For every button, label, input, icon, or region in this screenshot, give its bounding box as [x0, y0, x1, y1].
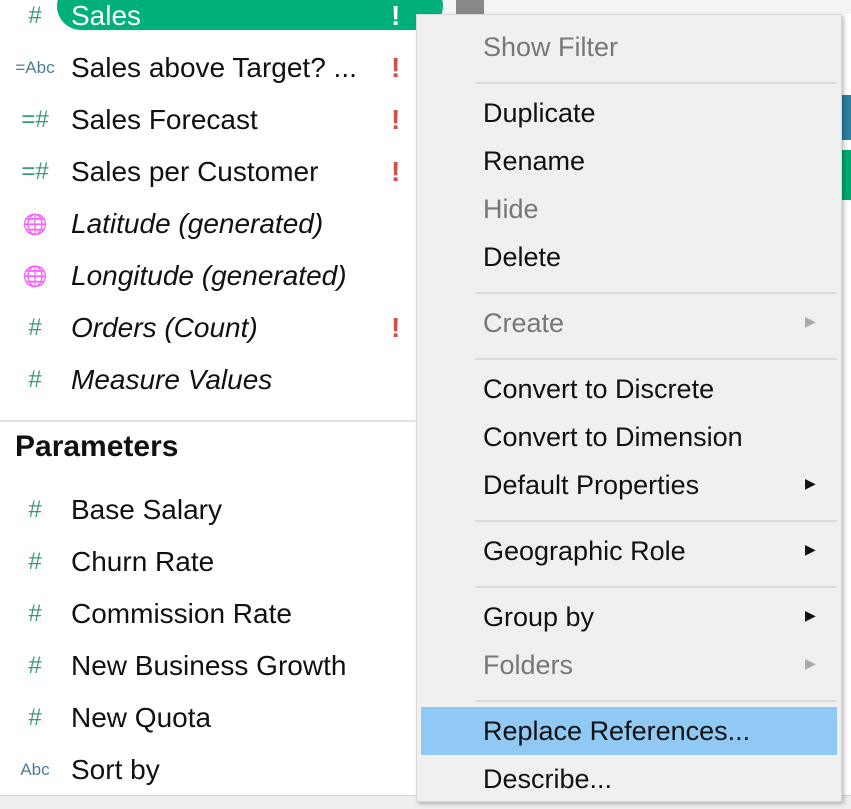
menu-item-group-by[interactable]: Group by ▶ [417, 593, 841, 641]
menu-item-hide[interactable]: Hide [417, 185, 841, 233]
number-icon: # [28, 496, 42, 523]
menu-separator [475, 700, 837, 702]
menu-item-default-properties[interactable]: Default Properties ▶ [417, 461, 841, 509]
field-label: Orders (Count) [71, 312, 258, 343]
field-item[interactable]: =Abc Sales above Target? ...! [0, 42, 415, 94]
field-label: Latitude (generated) [71, 208, 324, 239]
menu-item-folders[interactable]: Folders ▶ [417, 641, 841, 689]
number-icon: # [28, 600, 42, 627]
globe-icon: 🌐 [22, 213, 48, 236]
field-item[interactable]: # Sales! [0, 0, 443, 42]
parameter-label: New Quota [71, 702, 212, 733]
parameter-item[interactable]: # New Business Growth [0, 640, 415, 692]
calculated-number-icon: =# [21, 158, 49, 185]
selected-pill [57, 0, 443, 30]
field-item[interactable]: # Measure Values [0, 354, 415, 406]
number-icon: # [28, 366, 42, 393]
warning-icon: ! [391, 0, 401, 31]
menu-item-label: Rename [483, 146, 586, 176]
menu-item-label: Show Filter [483, 32, 619, 62]
number-icon: # [28, 548, 42, 575]
menu-item-label: Convert to Dimension [483, 422, 743, 452]
menu-separator [475, 586, 837, 588]
parameter-label: New Business Growth [71, 650, 347, 681]
field-item[interactable]: =# Sales Forecast! [0, 94, 415, 146]
menu-item-label: Delete [483, 242, 562, 272]
warning-icon: ! [391, 312, 401, 343]
submenu-arrow-icon: ▶ [805, 541, 816, 557]
string-icon: Abc [20, 760, 50, 779]
field-label: Sales above Target? ... [71, 52, 357, 83]
warning-icon: ! [391, 52, 401, 83]
menu-separator [475, 358, 837, 360]
field-label: Sales [71, 0, 142, 31]
parameter-item[interactable]: # Commission Rate [0, 588, 415, 640]
context-menu: Show Filter Duplicate Rename Hide Delete Crea… [416, 14, 842, 802]
parameter-item[interactable]: Abc Sort by [0, 744, 415, 796]
menu-item-replace-references[interactable]: Replace References... [421, 707, 837, 755]
parameter-label: Churn Rate [71, 546, 215, 577]
menu-item-label: Group by [483, 602, 595, 632]
menu-item-label: Describe... [483, 764, 613, 794]
menu-item-label: Create [483, 308, 565, 338]
parameter-item[interactable]: # New Quota [0, 692, 415, 744]
parameter-label: Sort by [71, 754, 160, 785]
field-item[interactable]: # Orders (Count)! [0, 302, 415, 354]
menu-item-delete[interactable]: Delete [417, 233, 841, 281]
calculated-string-icon: =Abc [15, 58, 55, 77]
parameter-item[interactable]: # Churn Rate [0, 536, 415, 588]
warning-icon: ! [391, 156, 401, 187]
menu-item-geographic-role[interactable]: Geographic Role ▶ [417, 527, 841, 575]
menu-item-label: Hide [483, 194, 539, 224]
menu-item-convert-to-dimension[interactable]: Convert to Dimension [417, 413, 841, 461]
submenu-arrow-icon: ▶ [805, 475, 816, 491]
menu-item-label: Folders [483, 650, 574, 680]
menu-item-create[interactable]: Create ▶ [417, 299, 841, 347]
section-divider [0, 420, 415, 422]
menu-separator [475, 292, 837, 294]
menu-separator [475, 520, 837, 522]
field-label: Sales per Customer [71, 156, 319, 187]
menu-item-convert-to-discrete[interactable]: Convert to Discrete [417, 365, 841, 413]
menu-item-label: Default Properties [483, 470, 700, 500]
field-label: Measure Values [71, 364, 273, 395]
submenu-arrow-icon: ▶ [805, 607, 816, 623]
globe-icon: 🌐 [22, 265, 48, 288]
field-label: Sales Forecast [71, 104, 258, 135]
menu-item-show-filter[interactable]: Show Filter [417, 23, 841, 71]
number-icon: # [28, 314, 42, 341]
submenu-arrow-icon: ▶ [805, 655, 816, 671]
number-icon: # [28, 652, 42, 679]
submenu-arrow-icon: ▶ [805, 313, 816, 329]
parameter-label: Commission Rate [71, 598, 292, 629]
field-item[interactable]: 🌐 Latitude (generated) [0, 198, 415, 250]
menu-item-label: Replace References... [483, 716, 751, 746]
menu-item-rename[interactable]: Rename [417, 137, 841, 185]
menu-item-label: Convert to Discrete [483, 374, 715, 404]
parameter-label: Base Salary [71, 494, 222, 525]
menu-item-label: Duplicate [483, 98, 596, 128]
warning-icon: ! [391, 104, 401, 135]
data-pane: Parameters # Sales! =Abc Sales above Target… [0, 0, 443, 796]
parameter-item[interactable]: # Base Salary [0, 484, 415, 536]
menu-item-duplicate[interactable]: Duplicate [417, 89, 841, 137]
calculated-number-icon: =# [21, 106, 49, 133]
field-item[interactable]: 🌐 Longitude (generated) [0, 250, 415, 302]
menu-item-label: Geographic Role [483, 536, 686, 566]
number-icon: # [28, 704, 42, 731]
toolbar-block [456, 0, 484, 14]
parameters-header: Parameters [15, 430, 179, 463]
menu-item-describe[interactable]: Describe... [417, 755, 841, 803]
toolbar-strip [443, 0, 851, 14]
menu-separator [475, 82, 837, 84]
number-icon: # [28, 2, 42, 29]
field-item[interactable]: =# Sales per Customer! [0, 146, 415, 198]
field-label: Longitude (generated) [71, 260, 347, 291]
